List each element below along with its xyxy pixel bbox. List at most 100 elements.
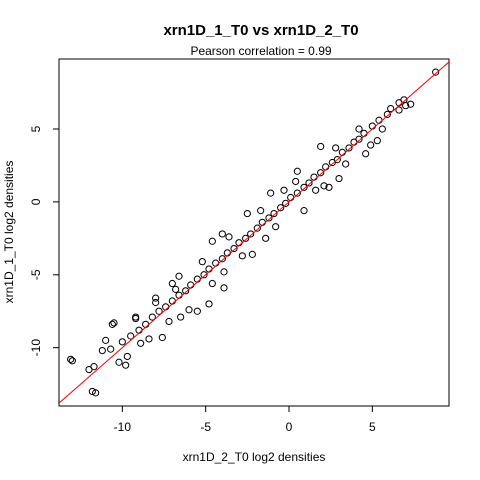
chart-title: xrn1D_1_T0 vs xrn1D_2_T0 <box>163 22 358 39</box>
scatter-point <box>253 224 261 232</box>
chart-subtitle: Pearson correlation = 0.99 <box>190 44 331 58</box>
scatter-point <box>142 320 150 328</box>
scatter-point <box>218 255 226 263</box>
scatter-point <box>355 125 363 133</box>
scatter-point <box>305 179 313 187</box>
scatter-point <box>293 189 301 197</box>
scatter-point <box>342 160 350 168</box>
scatter-point <box>132 313 140 321</box>
scatter-point <box>242 234 250 242</box>
scatter-point <box>218 230 226 238</box>
scatter-point <box>383 110 391 119</box>
x-tick-label: 0 <box>286 420 293 434</box>
scatter-point <box>332 144 340 152</box>
scatter-point <box>300 207 308 215</box>
scatter-point <box>212 259 220 267</box>
scatter-point <box>395 99 403 107</box>
scatter-point <box>407 100 415 108</box>
scatter-point <box>98 346 106 355</box>
fit-line <box>59 61 449 404</box>
x-axis-label: xrn1D_2_T0 log2 densities <box>183 450 326 464</box>
scatter-point <box>223 249 231 257</box>
scatter-point <box>122 361 130 369</box>
scatter-point <box>432 68 440 76</box>
scatter-point <box>148 313 156 321</box>
scatter-point <box>345 144 353 152</box>
scatter-point <box>220 268 228 276</box>
scatter-point <box>137 339 145 347</box>
scatter-point <box>325 183 333 191</box>
scatter-point <box>317 142 325 151</box>
scatter-point <box>175 272 183 280</box>
scatter-point <box>68 357 76 365</box>
x-tick-label: -5 <box>200 420 211 434</box>
scatter-point <box>193 307 201 315</box>
y-tick-label: -5 <box>29 269 43 280</box>
scatter-point <box>193 275 201 283</box>
scatter-point <box>373 137 381 145</box>
scatter-point <box>118 338 126 346</box>
scatter-point <box>247 230 255 238</box>
scatter-point <box>267 189 275 197</box>
scatter-point <box>375 116 383 124</box>
scatter-point <box>387 104 395 113</box>
scatter-point <box>277 204 285 212</box>
scatter-point <box>310 173 318 181</box>
x-tick-label: 5 <box>369 420 376 434</box>
scatter-point <box>262 234 270 242</box>
scatter-point <box>208 279 216 288</box>
scatter-point <box>243 209 251 218</box>
y-tick-label: 5 <box>29 125 43 132</box>
y-tick-label: -10 <box>29 339 43 357</box>
scatter-point <box>292 177 300 186</box>
scatter-point <box>175 291 183 299</box>
scatter-point <box>208 237 216 245</box>
scatter-point <box>258 218 266 226</box>
scatter-point <box>395 106 403 114</box>
scatter-point <box>198 258 206 266</box>
scatter-point <box>280 186 288 194</box>
scatter-point <box>238 252 246 260</box>
scatter-point <box>152 294 160 302</box>
y-tick-label: 0 <box>29 198 43 205</box>
scatter-point <box>317 169 325 177</box>
scatter-point <box>185 306 193 314</box>
scatter-point <box>300 183 308 191</box>
scatter-point <box>205 265 213 273</box>
scatter-point <box>123 352 131 361</box>
scatter-point <box>152 298 160 307</box>
scatter-point <box>362 150 370 158</box>
scatter-point <box>155 307 163 315</box>
scatter-point <box>67 355 75 363</box>
scatter-point <box>320 182 328 190</box>
scatter-point <box>88 387 96 396</box>
scatter-point <box>168 279 176 288</box>
scatter-point <box>127 332 135 340</box>
scatter-point <box>92 389 100 397</box>
scatter-point <box>205 300 213 308</box>
scatter-point <box>367 141 375 149</box>
scatter-point <box>257 207 265 215</box>
scatter-point <box>270 209 278 218</box>
scatter-point <box>350 138 358 146</box>
scatter-point <box>328 158 336 167</box>
scatter-point <box>293 167 301 175</box>
scatter-point <box>85 365 93 374</box>
scatter-point <box>107 345 115 353</box>
scatter-point <box>187 281 195 289</box>
scatter-point <box>115 358 123 366</box>
scatter-point <box>265 214 273 222</box>
scatter-point <box>200 271 208 279</box>
scatter-point <box>235 239 243 247</box>
scatter-point <box>368 122 376 130</box>
y-axis-label: xrn1D_1_T0 log2 densities <box>2 161 16 304</box>
scatter-point <box>108 320 116 328</box>
x-tick-label: -10 <box>114 420 132 434</box>
scatter-point <box>272 223 280 231</box>
scatter-point <box>145 335 153 343</box>
scatter-point <box>165 317 173 326</box>
scatter-point <box>338 148 346 156</box>
scatter-point <box>230 244 238 253</box>
scatter-point <box>248 250 256 258</box>
